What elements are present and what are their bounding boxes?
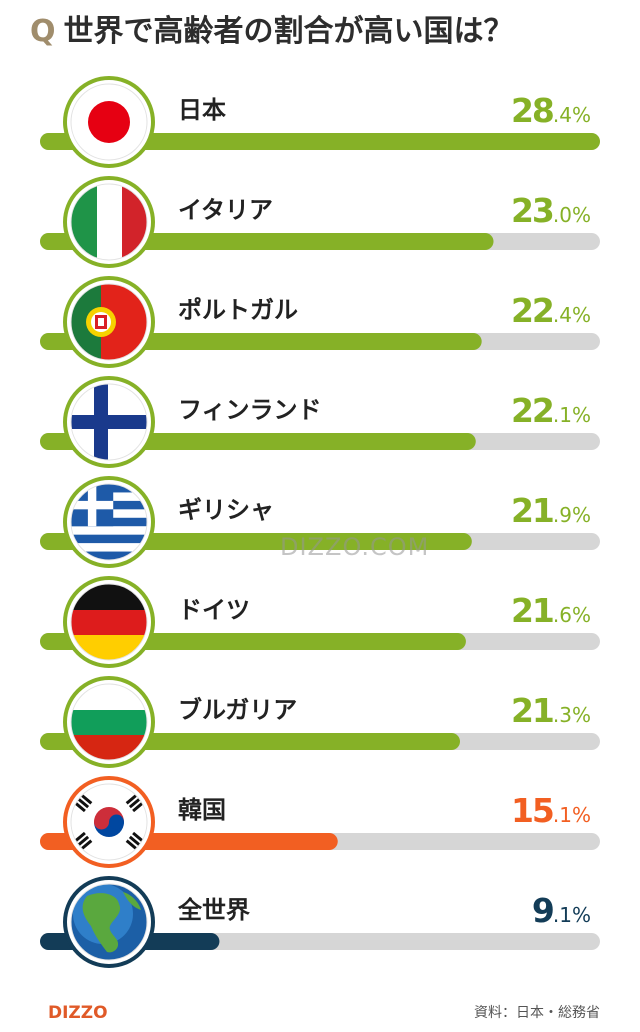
category-label: イタリア	[178, 196, 273, 224]
germany-flag-icon	[63, 576, 155, 668]
chart-title: Q 世界で高齢者の割合が高い国は？	[30, 6, 514, 50]
greece-flag-icon	[63, 476, 155, 568]
japan-flag-icon	[63, 76, 155, 168]
title-text: 世界で高齢者の割合が高い国は？	[63, 14, 514, 49]
finland-flag-icon	[63, 376, 155, 468]
category-label: ポルトガル	[178, 296, 298, 324]
category-label: フィンランド	[178, 396, 322, 424]
value-label: 21.3%	[511, 691, 591, 730]
value-label: 9.1%	[532, 891, 591, 930]
value-label: 15.1%	[511, 791, 591, 830]
category-label: 全世界	[177, 896, 250, 924]
globe-icon	[63, 876, 155, 968]
footer-logo: DIZZO	[48, 1003, 108, 1023]
category-label: ブルガリア	[178, 696, 297, 724]
bulgaria-flag-icon	[63, 676, 155, 768]
value-label: 23.0%	[511, 191, 591, 230]
bar-2	[40, 233, 494, 250]
category-label: ギリシャ	[178, 496, 274, 524]
korea-flag-icon	[63, 776, 155, 868]
value-label: 28.4%	[511, 91, 591, 130]
portugal-flag-icon	[63, 276, 155, 368]
bar-1	[40, 133, 600, 150]
value-label: 22.4%	[511, 291, 591, 330]
value-label: 22.1%	[511, 391, 591, 430]
watermark: DIZZO.COM	[280, 533, 430, 561]
footer-source: 資料：日本・総務省	[474, 1005, 600, 1021]
value-label: 21.6%	[511, 591, 591, 630]
category-label: ドイツ	[178, 596, 250, 624]
category-label: 韓国	[178, 796, 226, 824]
title-q-mark: Q	[30, 14, 56, 49]
category-label: 日本	[178, 96, 226, 124]
italy-flag-icon	[63, 176, 155, 268]
value-label: 21.9%	[511, 491, 591, 530]
